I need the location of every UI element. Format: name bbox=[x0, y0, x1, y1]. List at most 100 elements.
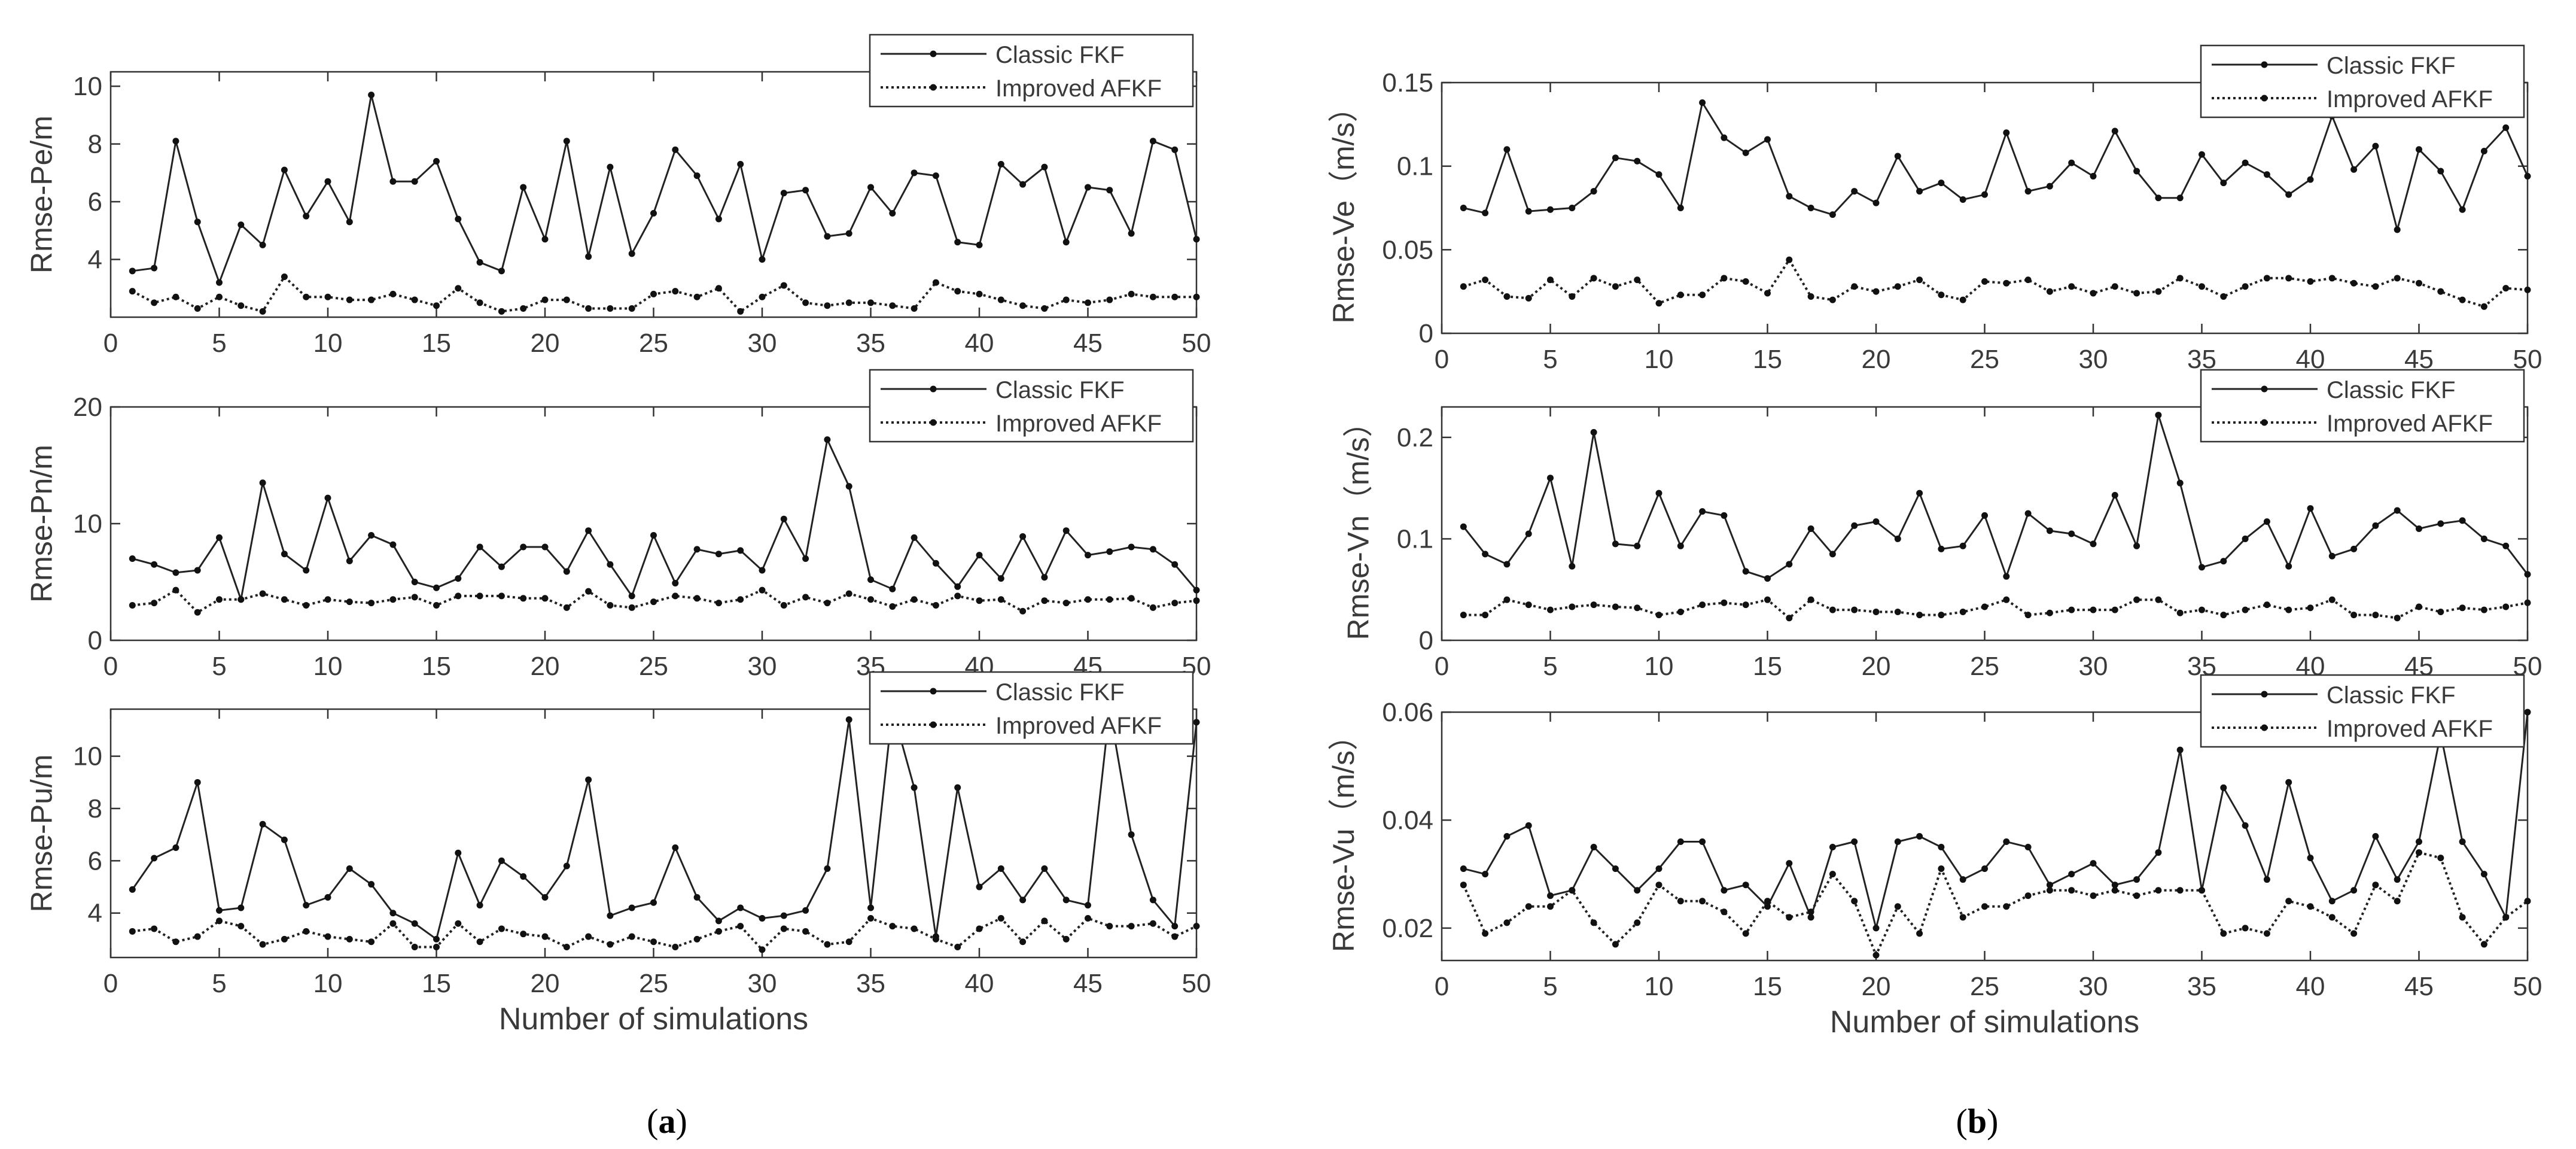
legend-marker bbox=[930, 688, 937, 695]
data-point bbox=[151, 265, 158, 272]
data-point bbox=[1482, 871, 1489, 878]
data-point bbox=[2480, 606, 2487, 613]
y-tick-label: 0 bbox=[88, 626, 102, 655]
data-point bbox=[2328, 898, 2336, 905]
data-point bbox=[672, 146, 679, 153]
data-point bbox=[1590, 601, 1597, 609]
data-point bbox=[693, 546, 701, 553]
data-point bbox=[1503, 561, 1511, 568]
data-point bbox=[1547, 475, 1554, 482]
data-point bbox=[2416, 525, 2422, 532]
x-tick-label: 20 bbox=[531, 652, 560, 681]
data-point bbox=[346, 218, 353, 226]
y-tick-label: 10 bbox=[73, 72, 102, 101]
x-tick-label: 15 bbox=[422, 652, 451, 681]
data-point bbox=[1062, 600, 1070, 607]
data-point bbox=[1106, 548, 1113, 555]
data-point bbox=[2480, 871, 2487, 878]
data-point bbox=[563, 296, 570, 303]
data-point bbox=[303, 212, 310, 220]
plots-layer: 0 5 10 15 20 25 30 35 40 45 5046810Rmse-Pe/mClassi… bbox=[25, 34, 2542, 1039]
data-point bbox=[1171, 293, 1179, 300]
data-point bbox=[1851, 898, 1858, 905]
data-point bbox=[976, 290, 983, 297]
data-point bbox=[2480, 941, 2487, 948]
data-point bbox=[1829, 871, 1836, 878]
data-point bbox=[1634, 542, 1641, 549]
data-point bbox=[737, 904, 744, 911]
data-point bbox=[129, 886, 136, 893]
data-point bbox=[1786, 561, 1793, 568]
data-point bbox=[2068, 283, 2075, 290]
data-point bbox=[2285, 563, 2292, 570]
data-point bbox=[1569, 293, 1576, 300]
data-point bbox=[1612, 941, 1619, 948]
data-point bbox=[2003, 596, 2010, 603]
data-point bbox=[954, 239, 961, 246]
data-point bbox=[129, 288, 136, 295]
data-point bbox=[2285, 275, 2292, 282]
data-point bbox=[1677, 838, 1684, 846]
x-tick-label: 5 bbox=[1543, 345, 1557, 374]
data-point bbox=[1569, 563, 1576, 570]
x-tick-label: 15 bbox=[422, 969, 451, 998]
data-point bbox=[1590, 919, 1597, 926]
data-point bbox=[1981, 865, 1988, 873]
y-tick-label: 0.06 bbox=[1382, 698, 1433, 727]
data-point bbox=[1171, 146, 1179, 153]
data-point bbox=[2416, 146, 2422, 153]
data-point bbox=[476, 592, 483, 600]
data-point bbox=[1742, 930, 1749, 937]
plot-vn: 0 5 10 15 20 25 30 35 40 45 5000.10.2Rmse-Vn（m/s）C… bbox=[1341, 369, 2542, 681]
data-point bbox=[520, 931, 527, 938]
y-tick-label: 4 bbox=[88, 899, 102, 928]
data-point bbox=[1525, 530, 1532, 537]
data-point bbox=[1460, 205, 1467, 211]
data-point bbox=[1569, 603, 1576, 610]
data-point bbox=[563, 604, 570, 611]
data-point bbox=[650, 899, 657, 906]
data-point bbox=[1525, 601, 1532, 609]
data-point bbox=[715, 215, 722, 223]
x-tick-label: 25 bbox=[1970, 652, 1999, 681]
data-point bbox=[2263, 171, 2270, 178]
series-line bbox=[132, 588, 1197, 614]
data-point bbox=[1872, 925, 1880, 932]
data-point bbox=[1807, 525, 1814, 532]
data-point bbox=[1482, 612, 1489, 619]
data-point bbox=[759, 946, 766, 953]
data-point bbox=[1460, 881, 1467, 889]
data-point bbox=[1786, 860, 1793, 867]
data-point bbox=[1894, 283, 1901, 290]
data-point bbox=[2307, 278, 2314, 285]
data-point bbox=[693, 894, 701, 901]
data-point bbox=[911, 596, 918, 603]
x-axis-label: Number of simulations bbox=[1830, 1005, 2139, 1039]
data-point bbox=[2307, 855, 2314, 862]
data-point bbox=[520, 543, 527, 551]
data-point bbox=[2111, 492, 2118, 499]
y-axis-label: Rmse-Ve（m/s） bbox=[1327, 92, 1360, 323]
series-improved-afkf bbox=[129, 586, 1200, 616]
legend: Classic FKF Improved AFKF bbox=[2200, 44, 2525, 118]
legend-marker bbox=[930, 50, 937, 57]
data-point bbox=[845, 299, 852, 306]
data-point bbox=[563, 944, 570, 951]
x-tick-label: 40 bbox=[965, 969, 994, 998]
data-point bbox=[737, 547, 744, 554]
data-point bbox=[2090, 892, 2097, 899]
data-point bbox=[194, 305, 201, 312]
data-point bbox=[672, 592, 679, 600]
data-point bbox=[997, 160, 1004, 168]
data-point bbox=[1764, 898, 1771, 905]
data-point bbox=[1938, 291, 1945, 299]
data-point bbox=[1959, 609, 1966, 616]
data-point bbox=[628, 592, 635, 600]
data-point bbox=[650, 532, 657, 539]
data-point bbox=[911, 925, 918, 932]
data-point bbox=[411, 579, 418, 585]
data-point bbox=[281, 935, 288, 943]
plot-ve: 0 5 10 15 20 25 30 35 40 45 5000.050.10.15Rmse-Ve（… bbox=[1327, 44, 2542, 374]
x-tick-label: 15 bbox=[1753, 972, 1782, 1001]
data-point bbox=[802, 187, 809, 194]
